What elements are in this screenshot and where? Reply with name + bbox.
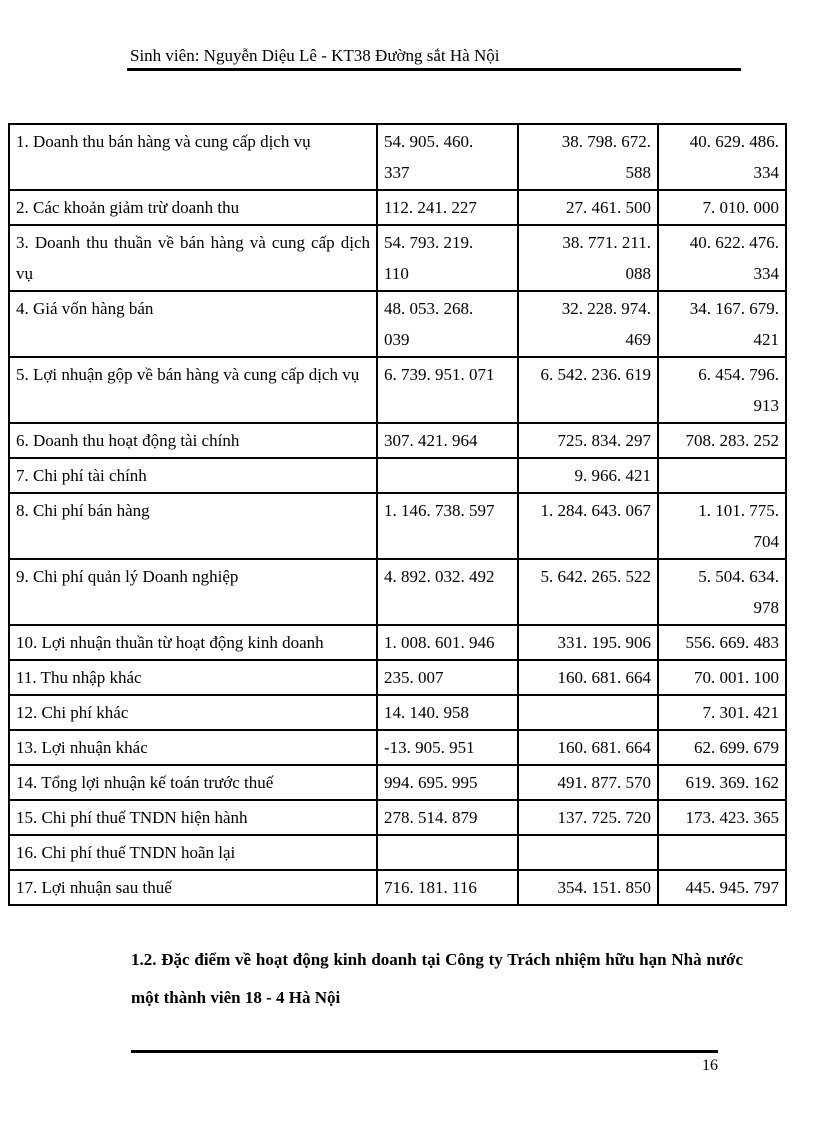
value-cell-col1: 54. 905. 460. 337 bbox=[376, 123, 519, 191]
table-row: 7. Chi phí tài chính 9. 966. 421 bbox=[8, 457, 787, 494]
value-cell-col2: 160. 681. 664 bbox=[517, 659, 659, 696]
value-cell-col2: 6. 542. 236. 619 bbox=[517, 356, 659, 424]
value-cell-col2 bbox=[517, 834, 659, 871]
value-cell-col3: 1. 101. 775. 704 bbox=[657, 492, 787, 560]
table-row: 11. Thu nhập khác 235. 007 160. 681. 664… bbox=[8, 659, 787, 696]
table-row: 6. Doanh thu hoạt động tài chính 307. 42… bbox=[8, 422, 787, 459]
value-cell-col2: 137. 725. 720 bbox=[517, 799, 659, 836]
value-cell-col2: 9. 966. 421 bbox=[517, 457, 659, 494]
value-cell-col3: 708. 283. 252 bbox=[657, 422, 787, 459]
row-label-cell: 15. Chi phí thuế TNDN hiện hành bbox=[8, 799, 378, 836]
table-row: 14. Tổng lợi nhuận kế toán trước thuế 99… bbox=[8, 764, 787, 801]
value-cell-col1 bbox=[376, 834, 519, 871]
value-cell-col3: 7. 010. 000 bbox=[657, 189, 787, 226]
value-cell-col2: 32. 228. 974. 469 bbox=[517, 290, 659, 358]
row-label-cell: 8. Chi phí bán hàng bbox=[8, 492, 378, 560]
value-cell-col1: 4. 892. 032. 492 bbox=[376, 558, 519, 626]
row-label-cell: 17. Lợi nhuận sau thuế bbox=[8, 869, 378, 906]
value-cell-col1: 1. 146. 738. 597 bbox=[376, 492, 519, 560]
value-cell-col3 bbox=[657, 457, 787, 494]
row-label-cell: 11. Thu nhập khác bbox=[8, 659, 378, 696]
row-label-cell: 2. Các khoản giảm trừ doanh thu bbox=[8, 189, 378, 226]
value-cell-col2: 27. 461. 500 bbox=[517, 189, 659, 226]
value-cell-col2: 331. 195. 906 bbox=[517, 624, 659, 661]
value-cell-col3: 40. 629. 486. 334 bbox=[657, 123, 787, 191]
table-row: 4. Giá vốn hàng bán 48. 053. 268. 039 32… bbox=[8, 290, 787, 358]
value-cell-col3: 62. 699. 679 bbox=[657, 729, 787, 766]
value-cell-col1: 14. 140. 958 bbox=[376, 694, 519, 731]
row-label-cell: 6. Doanh thu hoạt động tài chính bbox=[8, 422, 378, 459]
value-cell-col3 bbox=[657, 834, 787, 871]
value-cell-col2: 160. 681. 664 bbox=[517, 729, 659, 766]
value-cell-col1: 235. 007 bbox=[376, 659, 519, 696]
row-label-cell: 7. Chi phí tài chính bbox=[8, 457, 378, 494]
value-cell-col3: 34. 167. 679. 421 bbox=[657, 290, 787, 358]
value-cell-col1: 307. 421. 964 bbox=[376, 422, 519, 459]
value-cell-col3: 7. 301. 421 bbox=[657, 694, 787, 731]
value-cell-col1: 6. 739. 951. 071 bbox=[376, 356, 519, 424]
table-row: 1. Doanh thu bán hàng và cung cấp dịch v… bbox=[8, 123, 787, 191]
header-rule bbox=[127, 68, 741, 71]
table-row: 16. Chi phí thuế TNDN hoãn lại bbox=[8, 834, 787, 871]
table-row: 15. Chi phí thuế TNDN hiện hành 278. 514… bbox=[8, 799, 787, 836]
header-author-line: Sinh viên: Nguyễn Diệu Lê - KT38 Đường s… bbox=[130, 46, 500, 65]
value-cell-col2: 1. 284. 643. 067 bbox=[517, 492, 659, 560]
value-cell-col2: 725. 834. 297 bbox=[517, 422, 659, 459]
row-label-cell: 14. Tổng lợi nhuận kế toán trước thuế bbox=[8, 764, 378, 801]
page-number: 16 bbox=[702, 1057, 718, 1074]
value-cell-col3: 5. 504. 634. 978 bbox=[657, 558, 787, 626]
row-label-cell: 5. Lợi nhuận gộp về bán hàng và cung cấp… bbox=[8, 356, 378, 424]
value-cell-col2: 5. 642. 265. 522 bbox=[517, 558, 659, 626]
value-cell-col2: 491. 877. 570 bbox=[517, 764, 659, 801]
row-label-cell: 10. Lợi nhuận thuần từ hoạt động kinh do… bbox=[8, 624, 378, 661]
value-cell-col1: 1. 008. 601. 946 bbox=[376, 624, 519, 661]
footer-rule bbox=[131, 1050, 718, 1053]
value-cell-col3: 70. 001. 100 bbox=[657, 659, 787, 696]
row-label-cell: 3. Doanh thu thuần về bán hàng và cung c… bbox=[8, 224, 378, 292]
financial-results-table: 1. Doanh thu bán hàng và cung cấp dịch v… bbox=[8, 123, 787, 906]
row-label-cell: 1. Doanh thu bán hàng và cung cấp dịch v… bbox=[8, 123, 378, 191]
table-row: 17. Lợi nhuận sau thuế 716. 181. 116 354… bbox=[8, 869, 787, 906]
value-cell-col1: 54. 793. 219. 110 bbox=[376, 224, 519, 292]
value-cell-col2: 354. 151. 850 bbox=[517, 869, 659, 906]
value-cell-col1: 278. 514. 879 bbox=[376, 799, 519, 836]
table-row: 10. Lợi nhuận thuần từ hoạt động kinh do… bbox=[8, 624, 787, 661]
table-row: 9. Chi phí quản lý Doanh nghiệp 4. 892. … bbox=[8, 558, 787, 626]
value-cell-col3: 6. 454. 796. 913 bbox=[657, 356, 787, 424]
table-row: 12. Chi phí khác 14. 140. 958 7. 301. 42… bbox=[8, 694, 787, 731]
value-cell-col3: 173. 423. 365 bbox=[657, 799, 787, 836]
value-cell-col1: 112. 241. 227 bbox=[376, 189, 519, 226]
value-cell-col1: 48. 053. 268. 039 bbox=[376, 290, 519, 358]
row-label-cell: 4. Giá vốn hàng bán bbox=[8, 290, 378, 358]
value-cell-col1: -13. 905. 951 bbox=[376, 729, 519, 766]
value-cell-col3: 619. 369. 162 bbox=[657, 764, 787, 801]
table-row: 8. Chi phí bán hàng 1. 146. 738. 597 1. … bbox=[8, 492, 787, 560]
table-row: 13. Lợi nhuận khác -13. 905. 951 160. 68… bbox=[8, 729, 787, 766]
value-cell-col3: 445. 945. 797 bbox=[657, 869, 787, 906]
value-cell-col2 bbox=[517, 694, 659, 731]
row-label-cell: 9. Chi phí quản lý Doanh nghiệp bbox=[8, 558, 378, 626]
value-cell-col1: 994. 695. 995 bbox=[376, 764, 519, 801]
row-label-cell: 12. Chi phí khác bbox=[8, 694, 378, 731]
section-heading: 1.2. Đặc điểm về hoạt động kinh doanh tạ… bbox=[131, 950, 743, 1007]
value-cell-col2: 38. 798. 672. 588 bbox=[517, 123, 659, 191]
table-row: 2. Các khoản giảm trừ doanh thu 112. 241… bbox=[8, 189, 787, 226]
value-cell-col1 bbox=[376, 457, 519, 494]
value-cell-col3: 40. 622. 476. 334 bbox=[657, 224, 787, 292]
table-row: 3. Doanh thu thuần về bán hàng và cung c… bbox=[8, 224, 787, 292]
value-cell-col1: 716. 181. 116 bbox=[376, 869, 519, 906]
row-label-cell: 13. Lợi nhuận khác bbox=[8, 729, 378, 766]
row-label-cell: 16. Chi phí thuế TNDN hoãn lại bbox=[8, 834, 378, 871]
value-cell-col2: 38. 771. 211. 088 bbox=[517, 224, 659, 292]
table-row: 5. Lợi nhuận gộp về bán hàng và cung cấp… bbox=[8, 356, 787, 424]
value-cell-col3: 556. 669. 483 bbox=[657, 624, 787, 661]
